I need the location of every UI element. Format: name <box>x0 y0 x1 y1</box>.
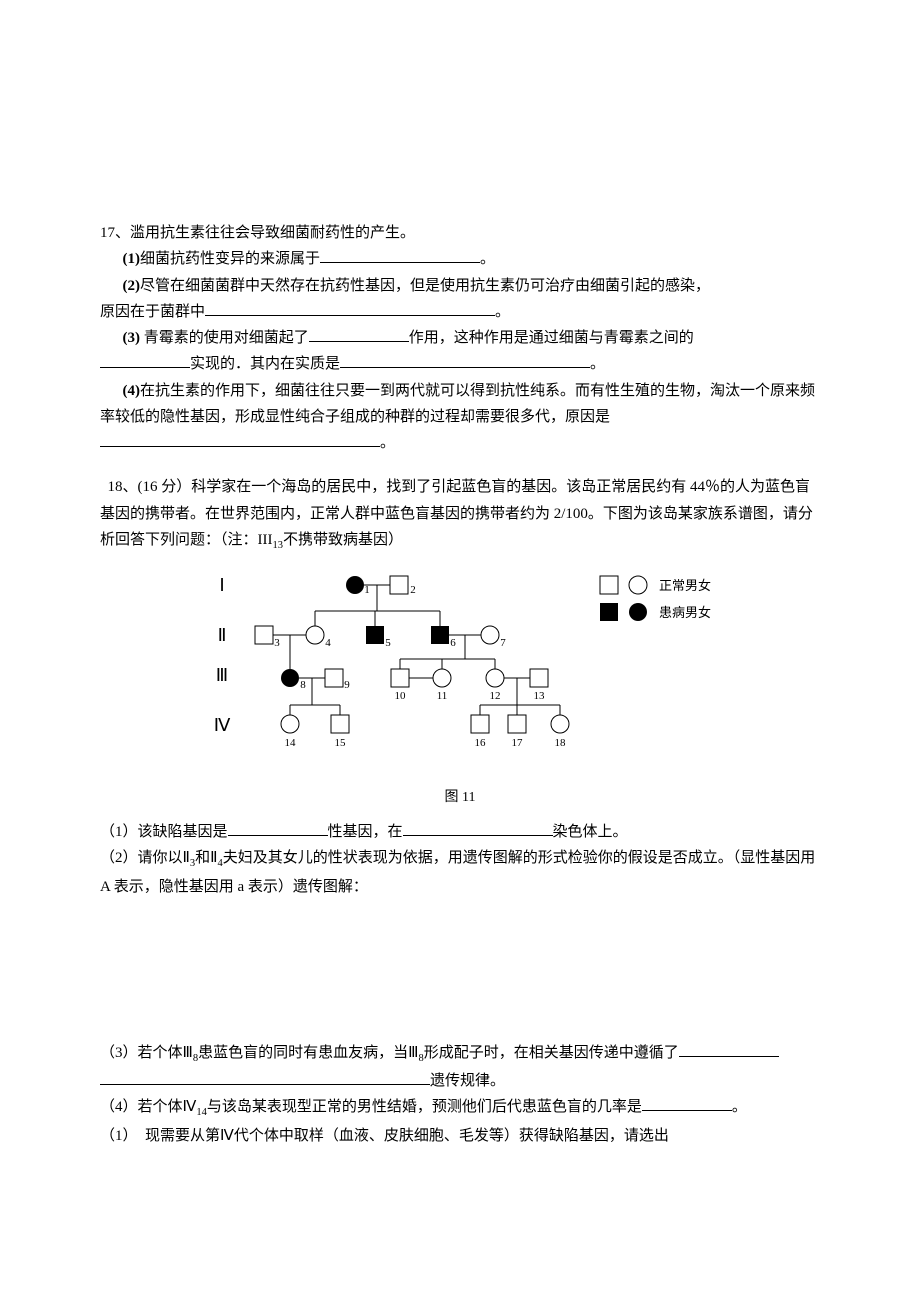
svg-text:3: 3 <box>274 637 280 649</box>
q17-2-label: (2) <box>123 278 141 294</box>
q18-3-a: （3）若个体Ⅲ <box>100 1045 193 1061</box>
svg-text:5: 5 <box>385 637 391 649</box>
q18-stem-a: 18、(16 分）科学家在一个海岛的居民中，找到了引起蓝色盲的基因。该岛正常居民… <box>100 479 813 548</box>
q18-3-b: 患蓝色盲的同时有患血友病，当Ⅲ <box>198 1045 418 1061</box>
q17-1-label: (1) <box>123 251 141 267</box>
blank <box>205 300 495 316</box>
svg-text:4: 4 <box>325 637 331 649</box>
svg-text:18: 18 <box>555 737 567 749</box>
blank <box>100 431 380 447</box>
q17-1-end: 。 <box>480 251 495 267</box>
q17-2-text: 尽管在细菌菌群中天然存在抗药性基因，但是使用抗生素仍可治疗由细菌引起的感染， <box>140 278 710 294</box>
blank <box>100 352 190 368</box>
q18-part2: （2）请你以Ⅱ3和Ⅱ4夫妇及其女儿的性状表现为依据，用遗传图解的形式检验你的假设… <box>100 845 820 900</box>
pedigree-diagram: Ⅰ Ⅱ Ⅲ Ⅳ 1 2 <box>100 563 820 772</box>
q17-4-end: 。 <box>380 435 395 451</box>
svg-text:13: 13 <box>534 690 546 702</box>
q18-stem-b: 不携带致病基因） <box>283 532 403 548</box>
page-content: 17、滥用抗生素往往会导致细菌耐药性的产生。 (1)细菌抗药性变异的来源属于。 … <box>0 0 920 1189</box>
answer-space <box>100 900 820 1040</box>
q18-part5: （1） 现需要从第Ⅳ代个体中取样（血液、皮肤细胞、毛发等）获得缺陷基因，请选出 <box>100 1123 820 1149</box>
blank <box>309 326 409 342</box>
svg-text:12: 12 <box>490 690 501 702</box>
svg-text:1: 1 <box>364 584 370 596</box>
q18-1-c: 染色体上。 <box>553 824 628 840</box>
svg-text:16: 16 <box>475 737 487 749</box>
gen-I: Ⅰ <box>219 575 224 595</box>
q18-4-b: 与该岛某表现型正常的男性结婚，预测他们后代患蓝色盲的几率是 <box>207 1099 642 1115</box>
svg-text:8: 8 <box>300 679 306 691</box>
q17-2-text2: 原因在于菌群中 <box>100 304 205 320</box>
svg-text:10: 10 <box>395 690 407 702</box>
svg-text:6: 6 <box>450 637 456 649</box>
q17-2-end: 。 <box>495 304 510 320</box>
q18-part3: （3）若个体Ⅲ8患蓝色盲的同时有患血友病，当Ⅲ8形成配子时，在相关基因传递中遵循… <box>100 1040 820 1068</box>
q18-4-a: （4）若个体Ⅳ <box>100 1099 196 1115</box>
svg-text:9: 9 <box>344 679 350 691</box>
q17-4-label: (4) <box>123 383 141 399</box>
gen-III: Ⅲ <box>216 665 228 685</box>
blank <box>679 1041 779 1057</box>
blank <box>228 820 328 836</box>
svg-text:7: 7 <box>500 637 506 649</box>
svg-text:11: 11 <box>437 690 448 702</box>
q17-3-end: 。 <box>590 356 605 372</box>
svg-text:15: 15 <box>335 737 347 749</box>
q17-3-text2: 作用，这种作用是通过细菌与青霉素之间的 <box>409 330 694 346</box>
q17-3-text1: 青霉素的使用对细菌起了 <box>144 330 309 346</box>
q18-1-a: （1）该缺陷基因是 <box>100 824 228 840</box>
q18-5-a: （1） <box>100 1128 138 1144</box>
q18-4-s1: 14 <box>196 1107 207 1118</box>
pedigree-svg: Ⅰ Ⅱ Ⅲ Ⅳ 1 2 <box>200 563 720 763</box>
q17-3-text3: 实现的．其内在实质是 <box>190 356 340 372</box>
q17-1-text: 细菌抗药性变异的来源属于 <box>140 251 320 267</box>
q17-part3-line1: (3) 青霉素的使用对细菌起了 作用，这种作用是通过细菌与青霉素之间的 <box>100 325 820 351</box>
q18-stem-sub: 13 <box>273 540 284 551</box>
gen-II: Ⅱ <box>218 625 227 645</box>
q18-part1: （1）该缺陷基因是 性基因，在 染色体上。 <box>100 819 820 845</box>
svg-text:正常男女: 正常男女 <box>659 578 711 593</box>
q18-3-c: 形成配子时，在相关基因传递中遵循了 <box>424 1045 679 1061</box>
q17-part1: (1)细菌抗药性变异的来源属于 。 <box>100 246 820 272</box>
gen-IV: Ⅳ <box>214 715 231 735</box>
q18-2-a: （2）请你以Ⅱ <box>100 850 190 866</box>
q18-part3-line2: 遗传规律。 <box>100 1068 820 1094</box>
svg-text:17: 17 <box>512 737 524 749</box>
svg-text:2: 2 <box>410 584 416 596</box>
q17-part2-line1: (2)尽管在细菌菌群中天然存在抗药性基因，但是使用抗生素仍可治疗由细菌引起的感染… <box>100 273 820 299</box>
blank <box>642 1095 732 1111</box>
q18-1-b: 性基因，在 <box>328 824 403 840</box>
q17-part4: (4)在抗生素的作用下，细菌往往只要一到两代就可以得到抗性纯系。而有性生殖的生物… <box>100 378 820 457</box>
q18-2-b: 和Ⅱ <box>195 850 217 866</box>
q17-part3-line2: 实现的．其内在实质是 。 <box>100 351 820 377</box>
svg-text:14: 14 <box>285 737 297 749</box>
q18-3-d: 遗传规律。 <box>430 1073 505 1089</box>
q17-3-label: (3) <box>123 330 144 346</box>
figure-caption: 图 11 <box>100 786 820 811</box>
q18-5-b: 现需要从第Ⅳ代个体中取样（血液、皮肤细胞、毛发等）获得缺陷基因，请选出 <box>145 1128 669 1144</box>
blank <box>320 247 480 263</box>
q18-4-c: 。 <box>732 1099 747 1115</box>
q18-stem: 18、(16 分）科学家在一个海岛的居民中，找到了引起蓝色盲的基因。该岛正常居民… <box>100 474 820 555</box>
q17-part2-line2: 原因在于菌群中 。 <box>100 299 820 325</box>
blank <box>100 1069 430 1085</box>
q18-part4: （4）若个体Ⅳ14与该岛某表现型正常的男性结婚，预测他们后代患蓝色盲的几率是 。 <box>100 1094 820 1122</box>
blank <box>403 820 553 836</box>
blank <box>340 352 590 368</box>
q17-4-text: 在抗生素的作用下，细菌往往只要一到两代就可以得到抗性纯系。而有性生殖的生物，淘汰… <box>100 383 815 425</box>
svg-text:患病男女: 患病男女 <box>659 605 711 620</box>
q17-stem: 17、滥用抗生素往往会导致细菌耐药性的产生。 <box>100 220 820 246</box>
